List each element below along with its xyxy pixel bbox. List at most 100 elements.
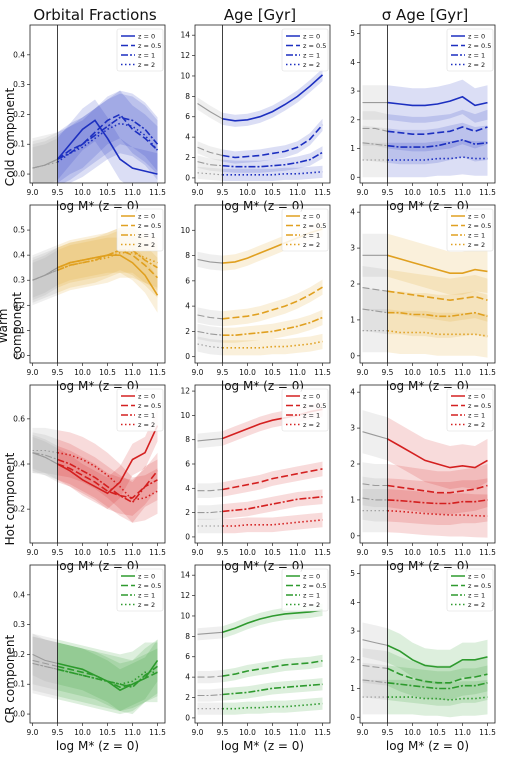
line-cr-fraction-3 [57,668,158,686]
ytick-label: 4 [185,673,190,682]
ytick-label: 2 [350,280,355,289]
legend-label: z = 0 [138,573,155,581]
xtick-label: 9.0 [192,728,204,737]
line-hot-fraction-2 [57,458,158,504]
line-cr-age-3 [222,702,323,710]
band-cold-fraction-1 [32,135,58,183]
band-warm-sigma-2 [387,291,488,338]
xtick-label: 11.0 [454,188,471,197]
frame-cold-age [194,24,331,184]
xtick-label: 11.0 [124,188,141,197]
legend-label: z = 2 [138,61,155,69]
ytick-label: 0 [185,713,190,722]
legend-box [281,208,329,252]
legend-label: z = 0 [468,213,485,221]
line-cold-age-0 [197,103,223,120]
legend-label: z = 2 [138,421,155,429]
band-cr-fraction-0 [57,639,158,712]
xtick-label: 9.5 [52,728,64,737]
band-warm-sigma-3 [387,309,488,358]
line-cold-fraction-1 [57,113,159,160]
xlabel-cr-fraction: log M* (z = 0) [56,739,139,753]
band-cold-sigma-3 [387,139,488,178]
frame-warm-fraction [29,204,166,364]
ytick-label: 4 [350,598,355,607]
line-cr-fraction-1 [32,659,58,667]
line-cold-sigma-2 [362,142,388,147]
band-hot-fraction-1 [32,434,58,483]
line-cr-age-0 [197,631,223,635]
legend-label: z = 0 [468,573,485,581]
line-cr-sigma-2 [362,679,388,684]
band-warm-age-1 [222,279,323,327]
band-cr-fraction-2 [57,639,158,715]
legend-label: z = 2 [468,421,485,429]
ytick-label: 3 [350,627,355,636]
xtick-label: 10.0 [239,548,256,557]
frame-cr-sigma [359,564,496,724]
legend-label: z = 0 [468,393,485,401]
xtick-label: 10.5 [264,728,281,737]
ytick-label: 2 [185,153,190,162]
legend-label: z = 0 [138,33,155,41]
legend-label: z = 1 [303,232,320,240]
ytick-label: 14 [180,571,190,580]
line-warm-age-2 [222,316,323,336]
ytick-label: 6 [185,460,190,469]
xtick-label: 10.0 [404,368,421,377]
xtick-label: 10.0 [239,728,256,737]
ytick-label: 12 [180,387,190,396]
xtick-label: 10.5 [99,188,116,197]
ytick-label: 4 [185,484,190,493]
legend-label: z = 1 [138,412,155,420]
ytick-label: 2 [350,115,355,124]
band-cold-age-3 [222,165,323,181]
xtick-label: 9.0 [192,548,204,557]
band-warm-sigma-1 [387,269,488,322]
legend-label: z = 0 [468,33,485,41]
xtick-label: 11.5 [314,548,331,557]
xtick-label: 10.5 [264,548,281,557]
ytick-label: 12 [180,51,190,60]
column-title-age: Age [Gyr] [223,6,297,24]
xtick-label: 11.5 [149,368,166,377]
xtick-label: 11.0 [124,548,141,557]
band-cr-age-2 [222,678,323,701]
legend-label: z = 0.5 [138,582,161,590]
legend-label: z = 1 [468,592,485,600]
band-hot-age-3 [222,512,323,534]
ytick-label: 10 [180,611,190,620]
xtick-label: 11.0 [454,548,471,557]
legend-box [116,208,164,252]
band-cold-age-2 [197,155,223,172]
line-cr-sigma-1 [387,667,488,684]
xtick-label: 9.5 [217,188,229,197]
xtick-label: 9.5 [217,728,229,737]
ytick-label: 0.4 [13,50,25,59]
xtick-label: 10.5 [264,188,281,197]
legend-label: z = 0.5 [138,402,161,410]
ytick-label: 0.4 [13,251,25,260]
band-warm-age-2 [222,309,323,343]
band-cold-fraction-3 [32,132,58,183]
ytick-label: 2 [185,327,190,336]
xtick-label: 9.5 [217,548,229,557]
line-cr-sigma-0 [362,639,388,646]
legend-label: z = 1 [468,52,485,60]
legend-label: z = 2 [468,61,485,69]
ytick-label: 4 [350,388,355,397]
legend-label: z = 0.5 [303,42,326,50]
line-cold-age-2 [197,161,223,167]
line-warm-age-3 [197,343,223,349]
ytick-label: 0 [185,173,190,182]
band-cr-sigma-1 [387,651,488,700]
xlabel-cr-sigma: log M* (z = 0) [386,739,469,753]
line-warm-age-3 [222,340,323,349]
legend-label: z = 1 [303,412,320,420]
ytick-label: 0.4 [13,460,25,469]
xtick-label: 9.0 [27,548,39,557]
legend-box [116,28,164,72]
line-cold-age-0 [222,74,324,122]
